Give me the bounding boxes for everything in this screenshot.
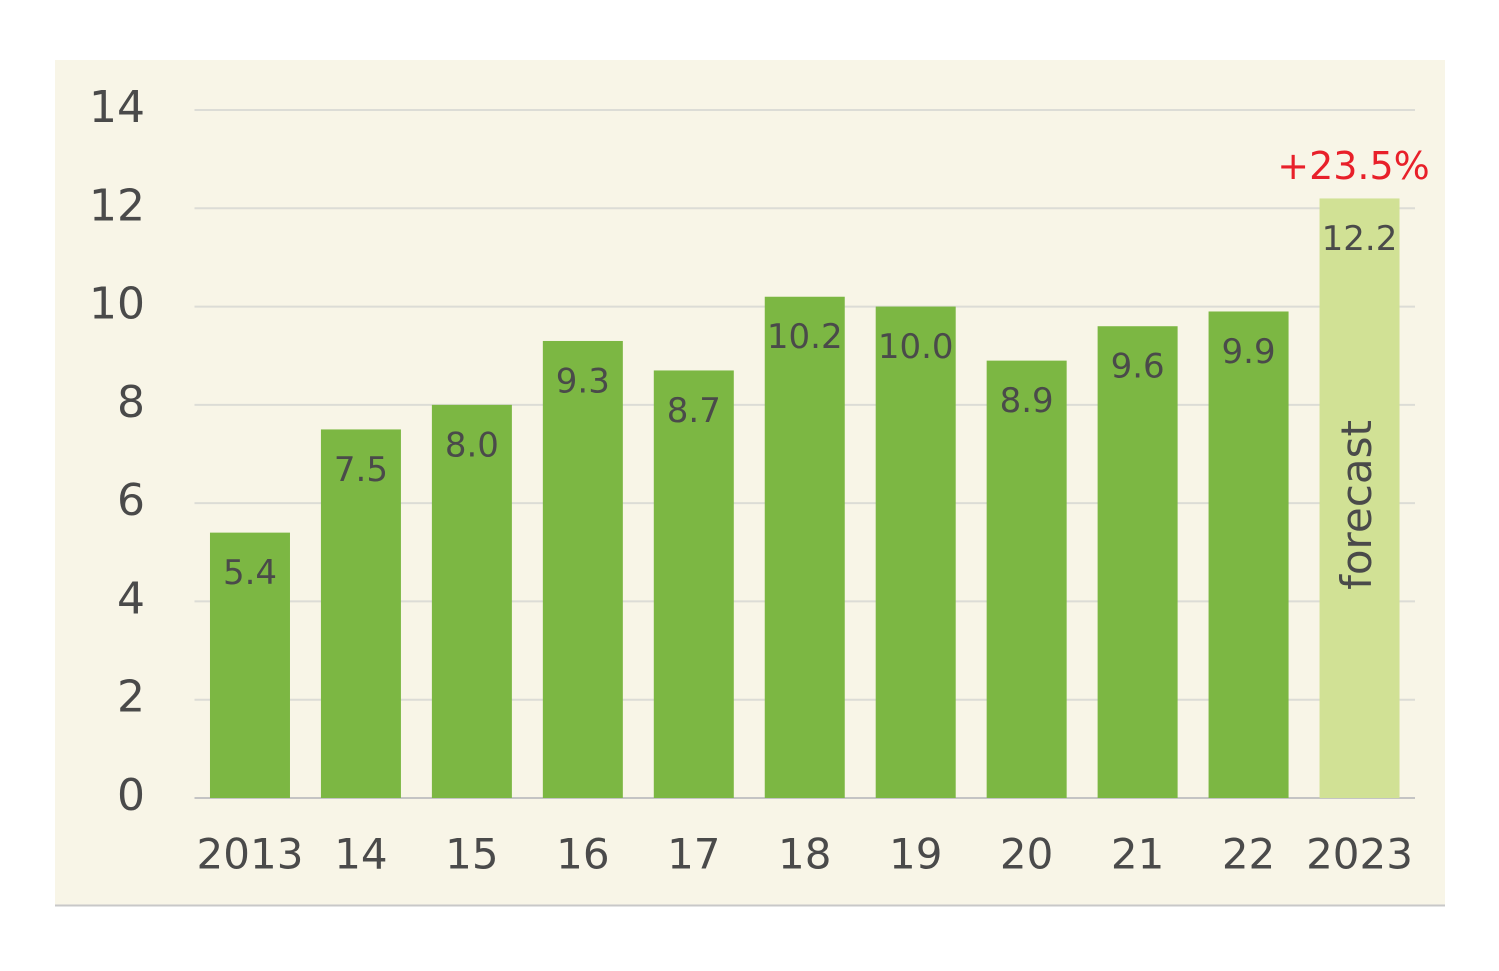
- x-tick-label: 20: [1000, 830, 1053, 879]
- bar: [1097, 326, 1178, 798]
- x-tick-label: 2023: [1306, 830, 1413, 879]
- x-tick-label: 19: [889, 830, 942, 879]
- labels: 0 2 4 6 8 10 12 14 2013 5.4 14 7.5 15 8.0 16 9.3 17 8.7 18…: [89, 82, 1430, 879]
- x-tick-label: 22: [1222, 830, 1275, 879]
- value-label: 10.0: [878, 327, 954, 367]
- bar: [1208, 311, 1289, 798]
- y-tick-label: 8: [117, 377, 145, 428]
- bar: [986, 360, 1067, 798]
- x-tick-label: 18: [778, 830, 831, 879]
- bar: [1319, 198, 1400, 798]
- bars: [209, 198, 1400, 798]
- forecast-label: forecast: [1332, 420, 1381, 590]
- y-tick-label: 10: [89, 279, 145, 330]
- bar: [209, 532, 290, 798]
- value-label: 7.5: [334, 450, 388, 490]
- x-tick-label: 17: [667, 830, 720, 879]
- growth-annotation: +23.5%: [1277, 144, 1430, 188]
- y-tick-label: 2: [117, 672, 145, 723]
- bar: [875, 306, 956, 798]
- value-label: 12.2: [1322, 219, 1398, 259]
- value-label: 9.6: [1111, 347, 1165, 387]
- x-tick-label: 16: [556, 830, 609, 879]
- y-tick-label: 6: [117, 475, 145, 526]
- bar: [542, 340, 623, 798]
- value-label: 10.2: [767, 317, 843, 357]
- y-tick-label: 12: [89, 180, 145, 231]
- y-tick-label: 4: [117, 573, 145, 624]
- x-tick-label: 15: [445, 830, 498, 879]
- bar: [320, 429, 401, 798]
- bar: [431, 404, 512, 798]
- value-label: 5.4: [223, 553, 277, 593]
- value-label: 8.0: [445, 425, 499, 465]
- bar: [764, 296, 845, 798]
- value-label: 8.9: [1000, 381, 1054, 421]
- x-tick-label: 14: [334, 830, 387, 879]
- bar: [653, 370, 734, 798]
- value-label: 9.3: [556, 361, 610, 401]
- y-tick-label: 14: [89, 82, 145, 133]
- value-label: 8.7: [667, 391, 721, 431]
- y-tick-label: 0: [117, 770, 145, 821]
- x-tick-label: 2013: [197, 830, 304, 879]
- x-tick-label: 21: [1111, 830, 1164, 879]
- value-label: 9.9: [1222, 332, 1276, 372]
